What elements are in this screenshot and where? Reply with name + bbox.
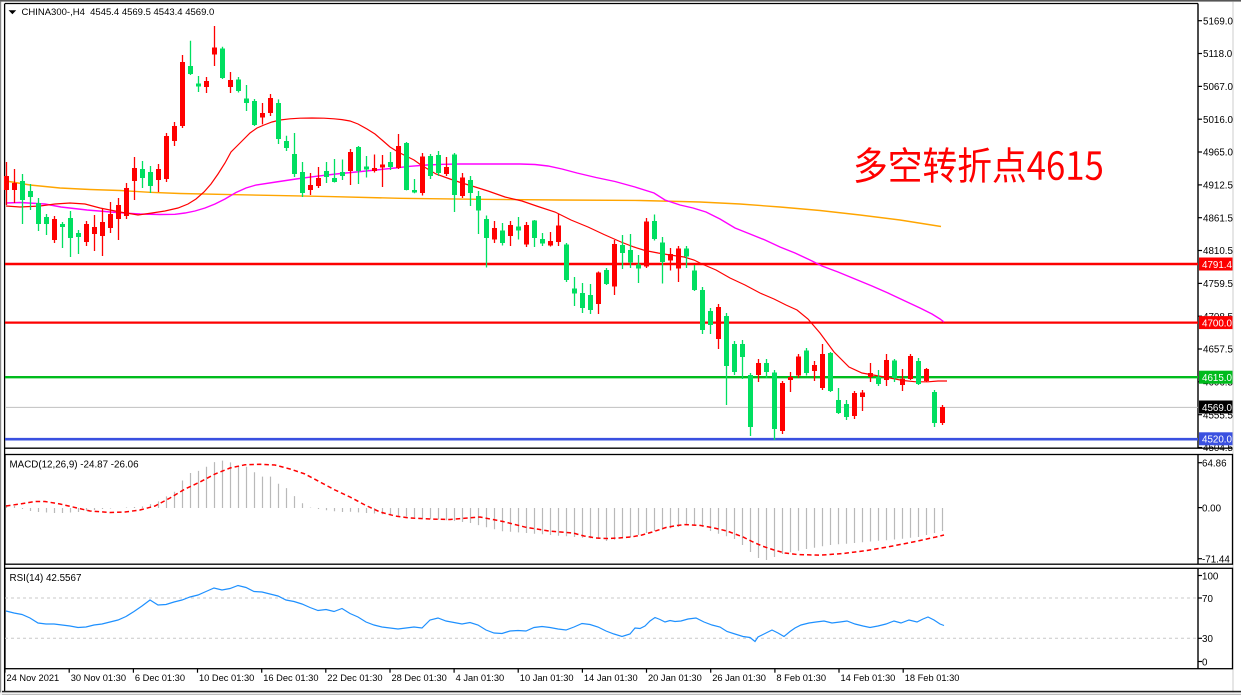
svg-text:24 Nov 2021: 24 Nov 2021 <box>7 673 60 683</box>
svg-text:28 Dec 01:30: 28 Dec 01:30 <box>392 673 447 683</box>
svg-text:4569.0: 4569.0 <box>1202 403 1233 414</box>
svg-text:4700.0: 4700.0 <box>1202 318 1233 329</box>
svg-text:4657.5: 4657.5 <box>1203 345 1234 356</box>
svg-text:26 Jan 01:30: 26 Jan 01:30 <box>712 673 766 683</box>
svg-text:4912.5: 4912.5 <box>1203 181 1234 192</box>
svg-text:30: 30 <box>1202 634 1213 645</box>
svg-text:14 Jan 01:30: 14 Jan 01:30 <box>584 673 638 683</box>
svg-text:RSI(14) 42.5567: RSI(14) 42.5567 <box>10 573 82 584</box>
svg-text:10 Dec 01:30: 10 Dec 01:30 <box>199 673 254 683</box>
svg-text:100: 100 <box>1202 571 1219 582</box>
svg-text:5016.0: 5016.0 <box>1203 115 1234 126</box>
svg-text:4615.0: 4615.0 <box>1202 373 1233 384</box>
svg-text:4861.5: 4861.5 <box>1203 213 1234 224</box>
svg-text:CHINA300-,H4 4545.4 4569.5 45: CHINA300-,H4 4545.4 4569.5 4543.4 4569.0 <box>22 7 215 18</box>
svg-text:5067.0: 5067.0 <box>1203 82 1234 93</box>
svg-text:4759.5: 4759.5 <box>1203 279 1234 290</box>
svg-text:4791.4: 4791.4 <box>1202 260 1233 271</box>
svg-text:0.00: 0.00 <box>1202 503 1222 514</box>
svg-text:14 Feb 01:30: 14 Feb 01:30 <box>841 673 896 683</box>
svg-text:5169.0: 5169.0 <box>1203 16 1234 27</box>
svg-text:4 Jan 01:30: 4 Jan 01:30 <box>456 673 505 683</box>
svg-text:4504.5: 4504.5 <box>1203 443 1234 454</box>
svg-text:20 Jan 01:30: 20 Jan 01:30 <box>648 673 702 683</box>
svg-text:18 Feb 01:30: 18 Feb 01:30 <box>905 673 960 683</box>
svg-text:6 Dec 01:30: 6 Dec 01:30 <box>135 673 185 683</box>
svg-text:16 Dec 01:30: 16 Dec 01:30 <box>263 673 318 683</box>
svg-text:4965.0: 4965.0 <box>1203 148 1234 159</box>
svg-text:64.86: 64.86 <box>1202 459 1227 470</box>
svg-text:-71.44: -71.44 <box>1202 555 1230 566</box>
svg-text:4555.5: 4555.5 <box>1203 410 1234 421</box>
svg-text:30 Nov 01:30: 30 Nov 01:30 <box>71 673 126 683</box>
svg-text:4810.5: 4810.5 <box>1203 246 1234 257</box>
svg-text:10 Jan 01:30: 10 Jan 01:30 <box>520 673 574 683</box>
svg-text:8 Feb 01:30: 8 Feb 01:30 <box>776 673 826 683</box>
svg-text:MACD(12,26,9) -24.87 -26.06: MACD(12,26,9) -24.87 -26.06 <box>10 460 140 471</box>
svg-text:5118.0: 5118.0 <box>1203 49 1233 60</box>
svg-text:4520.0: 4520.0 <box>1202 435 1233 446</box>
svg-text:22 Dec 01:30: 22 Dec 01:30 <box>327 673 382 683</box>
svg-text:70: 70 <box>1202 594 1213 605</box>
svg-text:0: 0 <box>1202 657 1208 668</box>
